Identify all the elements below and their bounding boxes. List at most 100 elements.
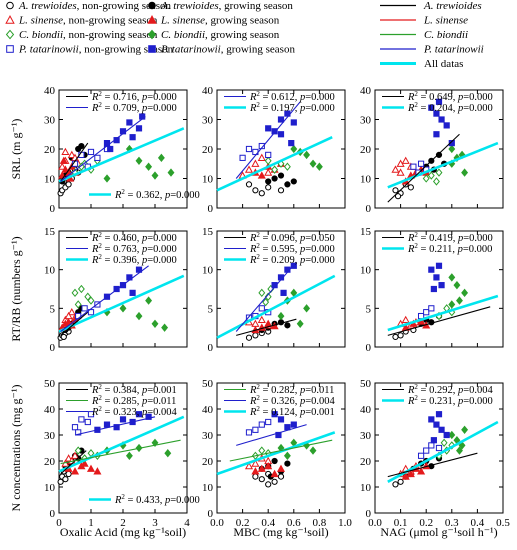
stat-eq: =	[463, 244, 469, 255]
data-point-cb_fill	[448, 273, 456, 282]
stat-label: R2 = 0.649, p=0.000	[407, 90, 493, 103]
y-tick-label: 10	[44, 174, 56, 186]
data-point-pt_fill	[103, 421, 111, 428]
legend-line-item: All datas	[380, 58, 463, 70]
stat-p-symbol: p	[299, 103, 305, 114]
stat-p-value: 0.004	[311, 396, 335, 407]
stat-r2-value: 0.124	[271, 407, 295, 418]
stat-r-symbol: R	[249, 385, 257, 396]
data-point-ls_fill	[251, 467, 260, 475]
stat-label: R2 = 0.323, p=0.004	[91, 405, 178, 418]
fit-line-pt	[60, 116, 146, 182]
stat-r-symbol: R	[91, 255, 99, 266]
data-point-cb_fill	[456, 296, 463, 305]
data-point-at_open	[62, 476, 69, 483]
stat-p-symbol: p	[299, 396, 305, 407]
legend-marker	[147, 15, 157, 24]
stat-eq: =	[147, 407, 153, 418]
stat-eq: =	[418, 92, 429, 103]
data-point-pt_fill	[107, 145, 114, 153]
stat-eq: =	[260, 407, 271, 418]
data-point-ls_fill	[61, 165, 70, 173]
data-point-pt_fill	[288, 140, 295, 147]
stat-entry: R2 = 0.096, p=0.050	[224, 231, 335, 244]
y-tick-label: 15	[202, 226, 214, 238]
data-point-ls_open	[251, 459, 260, 467]
stat-r2-value: 0.612	[271, 92, 295, 103]
y-tick-label: 40	[44, 404, 56, 416]
fit-line-all	[58, 415, 185, 473]
stat-eq: =	[102, 92, 113, 103]
stat-r-symbol: R	[407, 92, 415, 103]
stat-superscript: 2	[256, 242, 260, 250]
stat-r-symbol: R	[91, 92, 99, 103]
stat-eq: =	[305, 407, 311, 418]
stat-r2-value: 0.204	[429, 103, 453, 114]
stat-eq: =	[305, 396, 311, 407]
data-point-cb_open	[71, 288, 79, 298]
data-point-pt_fill	[435, 262, 443, 269]
data-point-pt_fill	[113, 424, 120, 431]
legend-marker	[5, 29, 15, 40]
data-point-pt_fill	[271, 411, 278, 418]
y-tick-label: 20	[44, 144, 56, 156]
fit-line-pt	[235, 101, 301, 179]
stat-r2-value: 0.384	[113, 385, 137, 396]
data-point-ls_open	[401, 156, 410, 164]
stat-r-symbol: R	[249, 244, 257, 255]
data-point-at_open	[252, 187, 259, 194]
stat-superscript: 2	[98, 405, 102, 413]
stat-p-value: 0.000	[311, 255, 335, 266]
stat-eq: =	[463, 385, 469, 396]
data-point-at_fill	[435, 151, 443, 158]
legend-species: L. sinense	[18, 15, 63, 27]
x-tick-label: 0.0	[368, 517, 382, 529]
fit-line-pt	[60, 265, 149, 332]
data-point-pt_fill	[135, 125, 143, 132]
fit-line-all	[216, 431, 336, 476]
data-point-cb_fill	[277, 311, 285, 321]
data-point-pt_fill	[129, 134, 136, 141]
stat-entry: R2 = 0.124, p=0.001	[224, 405, 335, 418]
data-point-cb_fill	[461, 168, 469, 177]
legend-item: C. biondii, growing season	[147, 29, 280, 41]
legend-marker	[6, 1, 14, 10]
fit-line-at	[60, 142, 89, 182]
stat-entry: R2 = 0.211, p=0.000	[382, 242, 492, 255]
data-point-cb_fill	[461, 425, 469, 434]
stat-r2-value: 0.595	[271, 244, 295, 255]
y-tick-label: 0	[366, 203, 372, 215]
data-point-pt_open	[71, 424, 79, 431]
y-tick-label: 10	[44, 482, 56, 494]
stat-r2-value: 0.282	[271, 385, 295, 396]
data-point-cb_fill	[283, 451, 291, 460]
legend-season: , growing season	[219, 0, 294, 12]
stat-label: R2 = 0.433, p=0.000	[114, 493, 200, 506]
y-tick-label: 30	[202, 115, 214, 127]
fit-line-all	[58, 127, 185, 183]
x-tick-label: 1.0	[338, 517, 352, 529]
stat-p-symbol: p	[457, 92, 463, 103]
x-tick-label: 0.2	[236, 517, 250, 529]
data-point-ls_open	[396, 168, 405, 176]
data-point-cb_open	[427, 171, 435, 180]
stat-superscript: 2	[414, 242, 418, 250]
legend-season: , non-growing season	[77, 0, 172, 12]
fit-line-all	[58, 274, 185, 333]
data-point-pt_open	[258, 305, 265, 312]
stat-r2-value: 0.460	[113, 233, 137, 244]
x-tick-label: 2	[120, 517, 126, 529]
stat-comma: ,	[137, 103, 142, 114]
stat-r2-value: 0.419	[429, 233, 453, 244]
stat-superscript: 2	[98, 253, 102, 261]
fit-line-at	[387, 306, 491, 336]
y-axis-label: RT/RB (numbers g⁻¹)	[9, 236, 23, 341]
data-point-cb_fill	[453, 280, 461, 290]
data-point-ls_open	[391, 165, 400, 173]
stat-eq: =	[305, 103, 311, 114]
stat-comma: ,	[137, 244, 142, 255]
data-point-cb_open	[262, 297, 270, 307]
stat-eq: =	[463, 396, 469, 407]
y-tick-label: 10	[360, 265, 372, 277]
